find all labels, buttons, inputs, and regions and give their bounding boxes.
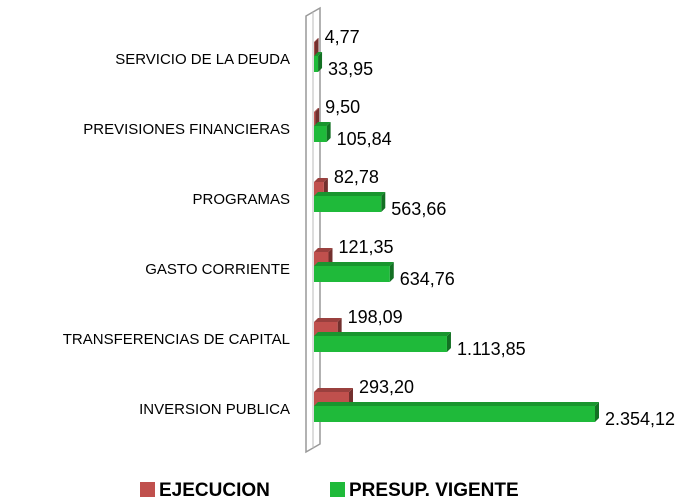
- legend-label: EJECUCION: [159, 480, 270, 501]
- category-label: GASTO CORRIENTE: [145, 261, 290, 278]
- bar-top: [314, 192, 386, 196]
- value-label: 105,84: [337, 129, 392, 149]
- bar-side: [595, 402, 599, 422]
- bar: [314, 42, 315, 56]
- bar: [314, 196, 382, 212]
- value-label: 82,78: [334, 167, 379, 187]
- bar: [314, 56, 319, 72]
- bar-top: [314, 38, 319, 42]
- value-label: 9,50: [325, 97, 360, 117]
- legend-swatch: [330, 482, 345, 497]
- bar-side: [446, 332, 451, 352]
- bar: [314, 112, 316, 126]
- bar-side: [381, 192, 386, 212]
- category-label: INVERSION PUBLICA: [139, 401, 290, 418]
- bar-side: [389, 262, 394, 282]
- legend-swatch: [140, 482, 155, 497]
- value-label: 634,76: [400, 269, 455, 289]
- bar-top: [314, 262, 394, 266]
- bar-top: [314, 388, 353, 392]
- category-label: PREVISIONES FINANCIERAS: [83, 121, 290, 138]
- bar-top: [314, 332, 451, 336]
- value-label: 293,20: [359, 377, 414, 397]
- bar-top: [314, 248, 333, 252]
- bar: [314, 266, 390, 282]
- value-label: 1.113,85: [457, 339, 526, 359]
- category-label: SERVICIO DE LA DEUDA: [115, 51, 290, 68]
- legend-label: PRESUP. VIGENTE: [349, 480, 519, 501]
- bar: [314, 406, 595, 422]
- bar-side: [318, 52, 323, 72]
- bar-top: [314, 108, 320, 112]
- value-label: 33,95: [328, 59, 373, 79]
- bar-top: [314, 122, 331, 126]
- bar: [314, 336, 447, 352]
- bar-side: [326, 122, 331, 142]
- value-label: 2.354,12: [605, 409, 675, 429]
- bar-top: [314, 402, 599, 406]
- value-label: 198,09: [348, 307, 403, 327]
- bar: [314, 182, 324, 196]
- bar: [314, 126, 327, 142]
- value-label: 121,35: [338, 237, 393, 257]
- value-label: 563,66: [391, 199, 446, 219]
- bar-top: [314, 52, 323, 56]
- bar-top: [314, 318, 342, 322]
- bar-side: [328, 248, 333, 266]
- category-label: TRANSFERENCIAS DE CAPITAL: [63, 331, 290, 348]
- value-label: 4,77: [325, 27, 360, 47]
- bar-side: [348, 388, 353, 406]
- bar-side: [323, 178, 328, 196]
- bar-side: [314, 38, 319, 56]
- bar-side: [337, 318, 342, 336]
- category-label: PROGRAMAS: [192, 191, 290, 208]
- axis-wall: [305, 6, 321, 454]
- bar-side: [315, 108, 320, 126]
- bar-top: [314, 178, 328, 182]
